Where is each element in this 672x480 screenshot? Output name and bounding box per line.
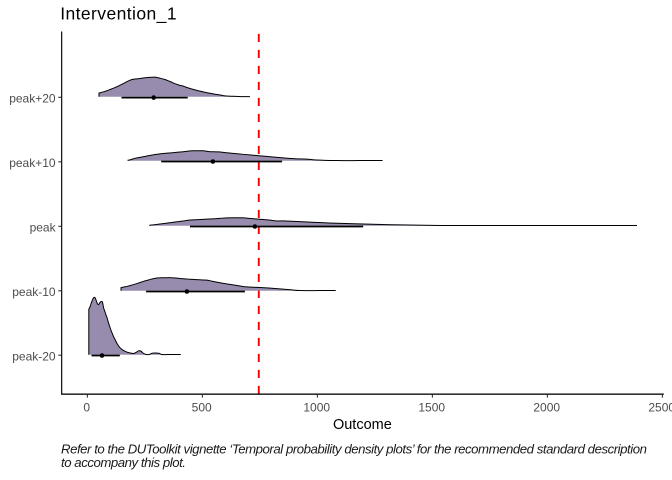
svg-text:Outcome: Outcome — [333, 417, 392, 433]
svg-text:1500: 1500 — [418, 401, 445, 415]
svg-text:1000: 1000 — [303, 401, 330, 415]
svg-text:peak+10: peak+10 — [9, 156, 56, 170]
svg-text:peak+20: peak+20 — [9, 92, 56, 106]
svg-text:2000: 2000 — [533, 401, 560, 415]
svg-text:500: 500 — [192, 401, 212, 415]
svg-text:0: 0 — [83, 401, 90, 415]
svg-text:Intervention_1: Intervention_1 — [60, 4, 177, 25]
svg-text:Refer to the DUToolkit vignett: Refer to the DUToolkit vignette ‘Tempora… — [61, 442, 647, 457]
svg-text:peak-10: peak-10 — [12, 285, 56, 299]
svg-text:2500: 2500 — [648, 401, 672, 415]
svg-text:peak-20: peak-20 — [12, 350, 56, 364]
svg-text:to accompany this plot.: to accompany this plot. — [61, 455, 186, 470]
svg-text:peak: peak — [30, 221, 57, 235]
